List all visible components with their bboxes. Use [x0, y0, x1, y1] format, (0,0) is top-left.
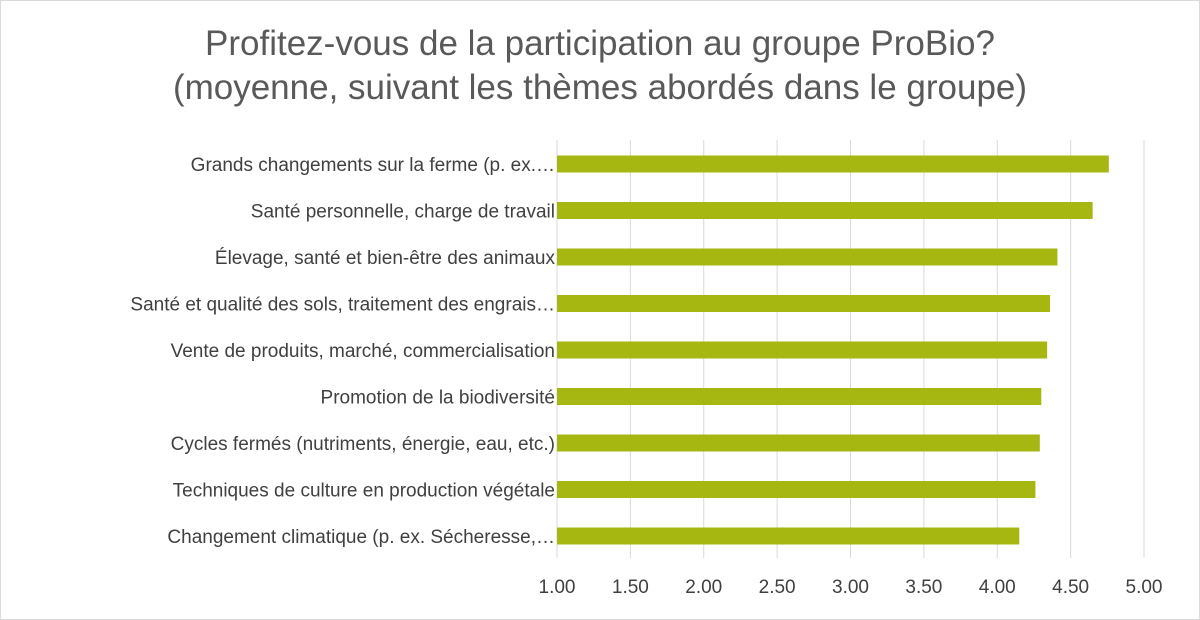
category-label: Santé et qualité des sols, traitement de…	[130, 295, 555, 316]
bar	[557, 388, 1042, 405]
category-label: Vente de produits, marché, commercialisa…	[171, 341, 555, 362]
category-label: Santé personnelle, charge de travail	[251, 202, 555, 223]
chart-subtitle: (moyenne, suivant les thèmes abordés dan…	[172, 68, 1028, 107]
x-tick-label: 1.50	[612, 577, 649, 598]
x-tick-label: 5.00	[1126, 577, 1163, 598]
bar	[557, 341, 1048, 359]
bar	[557, 434, 1040, 452]
bar	[557, 481, 1036, 498]
x-tick-label: 4.00	[979, 577, 1016, 598]
x-tick-label: 3.50	[905, 577, 942, 598]
x-tick-label: 3.00	[832, 577, 869, 598]
x-tick-label: 2.00	[685, 577, 722, 598]
bar	[557, 248, 1058, 266]
category-label: Cycles fermés (nutriments, énergie, eau,…	[171, 434, 555, 455]
x-tick-label: 2.50	[759, 577, 796, 598]
chart-title: Profitez-vous de la participation au gro…	[205, 24, 995, 63]
category-label: Grands changements sur la ferme (p. ex.…	[191, 155, 555, 176]
bar	[557, 295, 1051, 312]
bar	[557, 527, 1020, 545]
category-label: Promotion de la biodiversité	[321, 388, 555, 409]
x-tick-label: 4.50	[1052, 577, 1089, 598]
x-tick-label: 1.00	[539, 577, 576, 598]
bar	[557, 155, 1109, 173]
category-label: Élevage, santé et bien-être des animaux	[215, 248, 556, 269]
category-label: Techniques de culture en production végé…	[173, 481, 555, 502]
category-label: Changement climatique (p. ex. Sécheresse…	[167, 527, 555, 548]
bar	[557, 202, 1093, 219]
